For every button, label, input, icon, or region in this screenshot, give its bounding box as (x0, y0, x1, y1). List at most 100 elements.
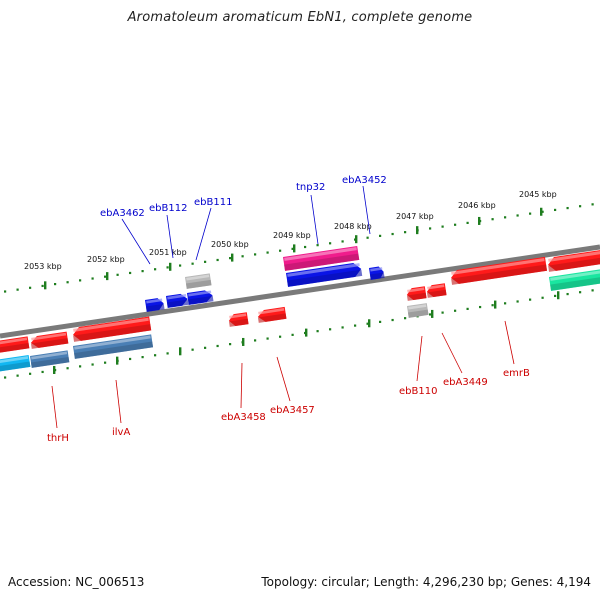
gene-arrow-highlight (287, 263, 360, 277)
gene-arrow[interactable] (72, 316, 152, 342)
genome-backbone (0, 244, 600, 339)
upper-track-dot (129, 271, 132, 275)
gene-arrow-highlight (427, 284, 445, 290)
gene-arrow-shadow (287, 269, 363, 287)
upper-track-dot (504, 216, 507, 219)
forward-gene-label[interactable]: ebB111 (194, 197, 232, 208)
lower-track-dot (129, 357, 132, 361)
gene-arrow[interactable] (283, 245, 360, 271)
reverse-gene-leader (416, 335, 423, 382)
gene-arrow-shadow (406, 292, 427, 301)
upper-track-major-tick (106, 272, 109, 281)
reverse-gene-leader (504, 320, 515, 365)
upper-track-dot (366, 236, 369, 239)
upper-track-dot (41, 284, 44, 288)
gene-arrow-highlight (73, 317, 149, 332)
upper-track-dot (291, 247, 294, 250)
upper-track-dot (179, 264, 182, 267)
gene-arrow-shadow (548, 256, 600, 272)
scale-tick-label: 2049 kbp (273, 231, 311, 240)
forward-gene-label[interactable]: ebA3462 (100, 208, 145, 219)
upper-track-dot (516, 214, 519, 217)
lower-track-dot (66, 367, 69, 370)
gene-arrow[interactable] (228, 312, 249, 327)
gene-arrow-shadow (166, 299, 189, 308)
gene-arrow[interactable] (426, 283, 447, 298)
reverse-gene-label[interactable]: thrH (47, 433, 69, 444)
reverse-gene-label[interactable]: ebA3458 (221, 412, 266, 423)
gene-arrow-shadow (187, 295, 214, 305)
gene-arrow-shadow (73, 324, 152, 342)
gene-arrow[interactable] (30, 350, 70, 368)
gene-arrow-shadow (185, 279, 212, 289)
gene-arrow[interactable] (30, 331, 69, 349)
lower-track-dot (529, 298, 532, 301)
gene-arrow[interactable] (407, 303, 429, 318)
upper-track-dot (591, 203, 594, 206)
gene-arrow[interactable] (369, 266, 385, 280)
reverse-gene-label[interactable]: ebA3449 (443, 377, 488, 388)
gene-arrow-shadow (228, 318, 249, 327)
reverse-gene-leader (51, 385, 58, 429)
upper-track-dot (254, 253, 257, 256)
gene-arrow[interactable] (547, 249, 600, 272)
gene-arrow[interactable] (185, 273, 212, 289)
upper-track-dot (554, 208, 557, 212)
lower-track-dot (191, 348, 194, 351)
gene-arrow[interactable] (187, 289, 214, 305)
gene-arrow[interactable] (450, 256, 548, 285)
gene-arrow[interactable] (0, 355, 31, 372)
gene-arrow-highlight (0, 337, 28, 346)
map-title: Aromatoleum aromaticum EbN1, complete ge… (127, 10, 473, 25)
lower-track-major-tick (305, 328, 308, 337)
gene-arrow[interactable] (406, 286, 427, 301)
upper-track-dot (391, 232, 394, 236)
upper-track-dot (529, 212, 532, 215)
forward-gene-label[interactable]: ebA3452 (342, 175, 387, 186)
upper-track-dot (29, 286, 32, 289)
reverse-gene-label[interactable]: ilvA (112, 427, 130, 438)
upper-track-dot (279, 249, 282, 252)
upper-track-dot (91, 277, 94, 280)
gene-arrow[interactable] (145, 297, 165, 312)
gene-arrow-shadow (451, 264, 548, 285)
gene-arrow-shadow (0, 342, 30, 354)
gene-arrow-shadow (550, 275, 600, 291)
gene-arrow-shadow (74, 341, 154, 359)
gene-arrow[interactable] (286, 262, 363, 287)
gene-arrow-shadow (369, 272, 385, 280)
gene-arrow-highlight (186, 274, 210, 281)
lower-track-dot (466, 307, 469, 311)
forward-gene-label[interactable]: ebB112 (149, 203, 187, 214)
gene-features (0, 245, 600, 372)
lower-track-dot (366, 322, 369, 325)
gene-arrow[interactable] (549, 268, 600, 291)
upper-track-dot (204, 260, 207, 263)
upper-track-dot (79, 279, 82, 282)
lower-track-dot (41, 370, 44, 374)
upper-track-dot (579, 205, 582, 208)
upper-track-major-tick (540, 207, 543, 216)
gene-arrow-highlight (258, 308, 285, 315)
lower-track-dot (591, 289, 594, 292)
reverse-gene-label[interactable]: emrB (503, 368, 530, 379)
gene-arrow-highlight (407, 287, 425, 293)
gene-arrow[interactable] (257, 306, 287, 323)
lower-track-dot (504, 302, 507, 305)
reverse-gene-label[interactable]: ebA3457 (270, 405, 315, 416)
gene-arrow[interactable] (166, 293, 189, 308)
gene-labels: 2053 kbp 2052 kbp 2051 kbp 2050 kbp 2049 kbp… (24, 175, 557, 444)
gene-arrow-highlight (167, 294, 187, 300)
gene-arrow[interactable] (0, 336, 30, 354)
forward-gene-label[interactable]: tnp32 (296, 182, 325, 193)
upper-track-major-tick (478, 216, 481, 225)
reverse-gene-leader (276, 356, 291, 402)
gene-arrow-shadow (30, 338, 69, 349)
gene-arrow-shadow (426, 289, 447, 298)
lower-track-dot (229, 343, 232, 346)
gene-arrow[interactable] (73, 334, 154, 359)
reverse-gene-label[interactable]: ebB110 (399, 386, 437, 397)
forward-gene-leader (310, 194, 319, 245)
upper-track-dot (466, 221, 469, 225)
